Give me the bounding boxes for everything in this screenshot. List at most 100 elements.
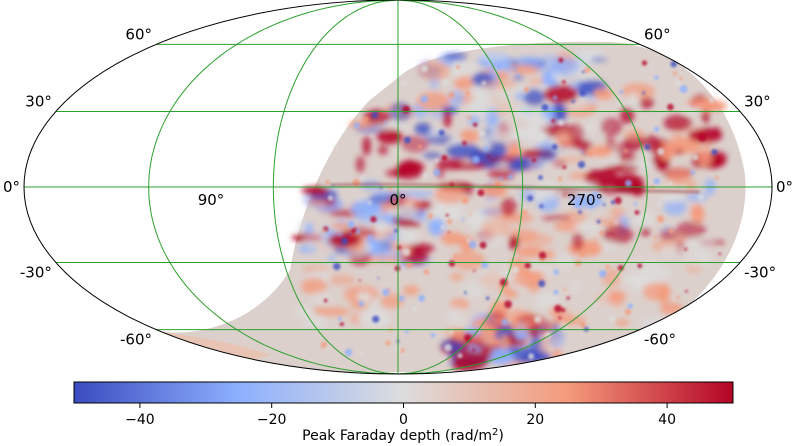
faraday-speck bbox=[592, 192, 599, 199]
faraday-speck bbox=[440, 225, 446, 230]
latitude-label-east: -60° bbox=[644, 331, 676, 349]
faraday-patch bbox=[606, 135, 615, 151]
faraday-speck bbox=[508, 319, 511, 322]
faraday-speck bbox=[668, 228, 674, 234]
faraday-speck bbox=[320, 341, 328, 349]
faraday-speck bbox=[479, 241, 487, 249]
faraday-speck bbox=[510, 321, 513, 325]
faraday-speck bbox=[531, 158, 537, 163]
colorbar: −40 −20 0 20 40 Peak Faraday depth (rad/m2) bbox=[73, 381, 734, 444]
faraday-speck bbox=[551, 118, 556, 123]
faraday-speck bbox=[581, 70, 585, 74]
faraday-speck bbox=[405, 261, 413, 269]
faraday-patch bbox=[446, 143, 480, 159]
faraday-patch bbox=[630, 259, 659, 271]
faraday-speck bbox=[362, 116, 369, 122]
colorbar-gradient bbox=[73, 381, 734, 404]
faraday-speck bbox=[599, 230, 604, 236]
longitude-labels: 90° 0° 270° bbox=[198, 191, 603, 209]
faraday-patch bbox=[513, 275, 546, 288]
faraday-patch bbox=[452, 162, 487, 170]
faraday-patch bbox=[573, 221, 604, 232]
faraday-speck bbox=[587, 149, 595, 157]
faraday-speck bbox=[448, 92, 455, 99]
faraday-patch bbox=[403, 285, 420, 296]
faraday-speck bbox=[325, 180, 330, 185]
faraday-speck bbox=[605, 264, 610, 269]
faraday-speck bbox=[469, 213, 472, 217]
colorbar-tick-label: −20 bbox=[257, 412, 287, 428]
faraday-patch bbox=[552, 348, 562, 362]
faraday-patch bbox=[481, 131, 518, 144]
faraday-speck bbox=[598, 269, 607, 278]
faraday-speck bbox=[637, 263, 643, 269]
faraday-speck bbox=[444, 343, 452, 352]
faraday-speck bbox=[561, 308, 566, 313]
faraday-speck bbox=[558, 57, 564, 63]
faraday-speck bbox=[499, 176, 503, 180]
faraday-speck bbox=[434, 158, 439, 163]
faraday-patch bbox=[483, 343, 492, 361]
faraday-speck bbox=[596, 219, 601, 224]
faraday-speck bbox=[445, 213, 449, 217]
faraday-patch bbox=[658, 284, 670, 305]
faraday-patch bbox=[331, 223, 352, 230]
faraday-speck bbox=[609, 315, 616, 322]
latitude-label-east: 30° bbox=[744, 93, 771, 111]
faraday-patch bbox=[465, 326, 481, 336]
faraday-speck bbox=[528, 353, 535, 360]
faraday-speck bbox=[402, 105, 410, 114]
faraday-speck bbox=[481, 261, 489, 269]
faraday-speck bbox=[524, 87, 530, 93]
faraday-speck bbox=[553, 289, 559, 295]
faraday-speck bbox=[348, 233, 351, 236]
faraday-speck bbox=[345, 348, 353, 356]
faraday-speck bbox=[338, 316, 342, 321]
faraday-speck bbox=[421, 65, 429, 73]
faraday-patch bbox=[480, 219, 511, 237]
faraday-speck bbox=[641, 60, 648, 66]
faraday-speck bbox=[578, 210, 582, 214]
faraday-patch bbox=[326, 274, 356, 285]
faraday-patch bbox=[590, 229, 601, 239]
faraday-speck bbox=[361, 176, 365, 180]
faraday-speck bbox=[325, 346, 330, 351]
faraday-speck bbox=[496, 63, 503, 70]
faraday-speck bbox=[662, 266, 665, 270]
faraday-patch bbox=[683, 107, 703, 114]
faraday-speck bbox=[479, 130, 486, 137]
faraday-speck bbox=[649, 65, 653, 68]
faraday-patch bbox=[442, 109, 452, 128]
faraday-patch bbox=[553, 221, 582, 232]
faraday-patch bbox=[509, 316, 519, 329]
faraday-patch bbox=[440, 231, 465, 245]
faraday-speck bbox=[362, 291, 365, 294]
faraday-speck bbox=[447, 219, 453, 225]
faraday-patch bbox=[395, 204, 418, 220]
faraday-speck bbox=[562, 80, 566, 84]
faraday-speck bbox=[360, 352, 365, 357]
faraday-patch bbox=[385, 168, 410, 178]
faraday-patch bbox=[449, 273, 464, 281]
faraday-patch bbox=[414, 122, 433, 135]
faraday-speck bbox=[417, 144, 422, 149]
faraday-speck bbox=[558, 194, 562, 198]
faraday-patch bbox=[626, 93, 640, 107]
faraday-patch bbox=[453, 350, 488, 371]
faraday-patch bbox=[541, 214, 571, 221]
faraday-patch bbox=[493, 95, 516, 112]
faraday-speck bbox=[550, 79, 555, 84]
faraday-speck bbox=[587, 126, 591, 131]
latitude-labels: 60° 60° 30° 30° 0° 0° -30° -30° -60° -60° bbox=[3, 25, 793, 348]
faraday-speck bbox=[624, 149, 628, 153]
faraday-patch bbox=[697, 150, 712, 167]
faraday-speck bbox=[670, 60, 677, 68]
longitude-label: 90° bbox=[198, 191, 225, 209]
faraday-patch bbox=[663, 199, 687, 216]
faraday-patch bbox=[551, 71, 561, 82]
faraday-patch bbox=[481, 78, 517, 90]
faraday-speck bbox=[472, 348, 476, 352]
faraday-speck bbox=[371, 225, 375, 229]
faraday-patch bbox=[533, 180, 560, 200]
